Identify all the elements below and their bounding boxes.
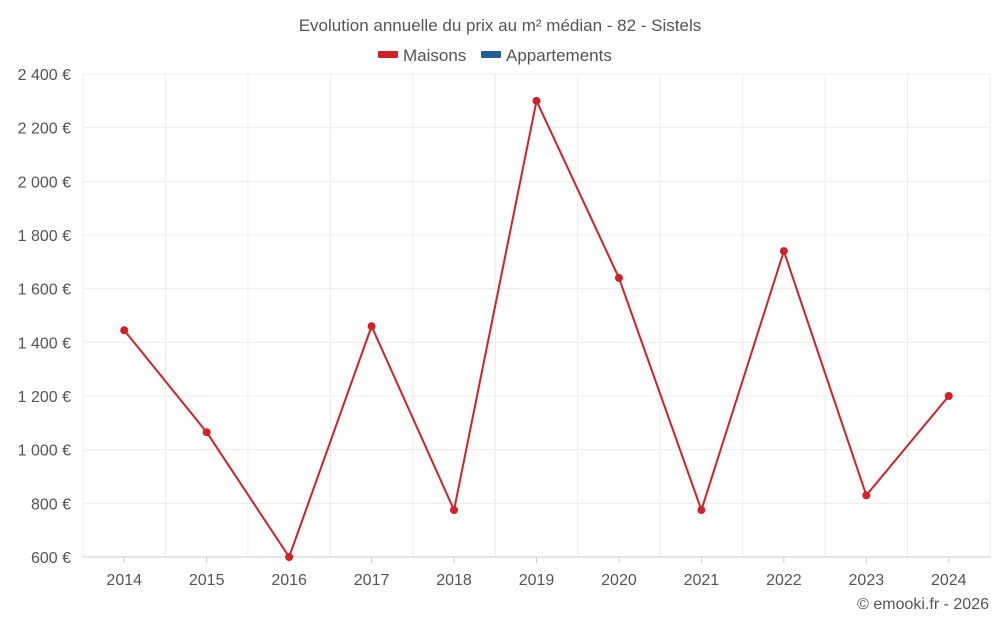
y-tick-label: 2 400 € [18, 67, 71, 84]
x-tick-label: 2019 [519, 572, 555, 589]
x-tick-label: 2014 [106, 572, 142, 589]
legend-label-appartements: Appartements [506, 46, 612, 65]
legend: Maisons Appartements [378, 46, 612, 65]
data-point-maisons[interactable] [367, 322, 376, 331]
y-tick-label: 2 000 € [18, 174, 71, 191]
y-tick-label: 2 200 € [18, 121, 71, 138]
data-point-maisons[interactable] [285, 553, 294, 561]
data-point-maisons[interactable] [202, 428, 211, 437]
data-point-maisons[interactable] [944, 392, 953, 400]
series-maisons [120, 96, 953, 561]
y-tick-label: 1 800 € [18, 228, 71, 245]
data-point-maisons[interactable] [450, 506, 459, 515]
legend-item-appartements[interactable]: Appartements [481, 46, 612, 65]
y-tick-label: 1 600 € [18, 282, 71, 299]
credit-text: © emooki.fr - 2026 [857, 596, 989, 613]
legend-swatch-appartements [481, 51, 501, 58]
data-point-maisons[interactable] [779, 247, 788, 256]
y-tick-label: 1 400 € [18, 335, 71, 352]
legend-swatch-maisons [378, 51, 398, 58]
x-tick-label: 2021 [684, 572, 720, 589]
data-point-maisons[interactable] [532, 96, 541, 105]
data-point-maisons[interactable] [120, 326, 129, 335]
x-tick-label: 2024 [931, 572, 967, 589]
x-tick-label: 2020 [601, 572, 637, 589]
x-tick-label: 2017 [354, 572, 390, 589]
x-axis: 2014 2015 2016 2017 2018 2019 2020 2021 2022 2023… [83, 556, 990, 589]
legend-item-maisons[interactable]: Maisons [378, 46, 466, 65]
x-tick-label: 2023 [849, 572, 885, 589]
y-tick-label: 800 € [31, 496, 71, 513]
legend-label-maisons: Maisons [403, 46, 466, 65]
data-point-maisons[interactable] [697, 506, 706, 515]
chart-title: Evolution annuelle du prix au m² médian … [299, 16, 702, 35]
y-tick-label: 1 200 € [18, 389, 71, 406]
y-tick-label: 600 € [31, 550, 71, 567]
x-tick-label: 2016 [271, 572, 307, 589]
gridlines [82, 73, 991, 558]
y-axis: 600 € 800 € 1 000 € 1 200 € 1 400 € 1 600 € 1 … [18, 67, 71, 567]
x-tick-label: 2018 [436, 572, 472, 589]
y-tick-label: 1 000 € [18, 443, 71, 460]
data-point-maisons[interactable] [862, 491, 871, 500]
x-tick-label: 2015 [189, 572, 225, 589]
x-tick-label: 2022 [766, 572, 802, 589]
data-point-maisons[interactable] [614, 273, 623, 282]
